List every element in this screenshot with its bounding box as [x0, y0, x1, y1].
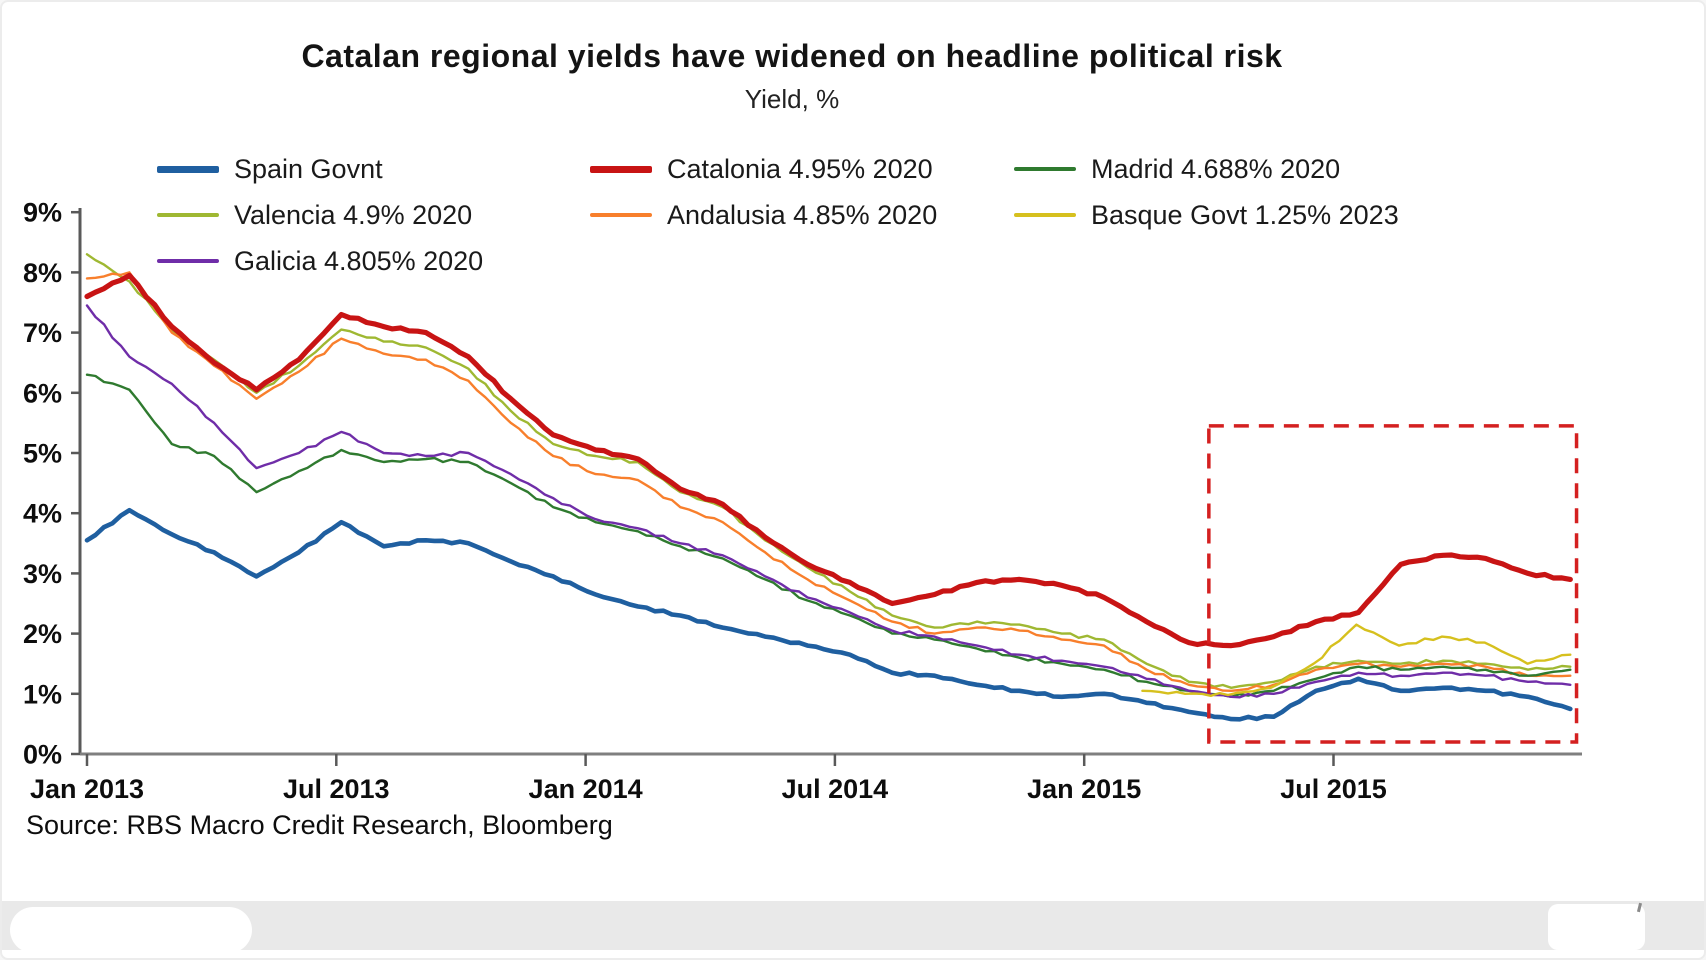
legend-label: Madrid 4.688% 2020: [1091, 153, 1341, 184]
legend-label: Valencia 4.9% 2020: [234, 199, 473, 230]
legend-swatch-madrid-4-688-2020: [1014, 167, 1076, 171]
x-axis-tick-label: Jan 2013: [30, 774, 144, 804]
legend-item-madrid-4-688-2020: Madrid 4.688% 2020: [1014, 152, 1340, 186]
legend: Spain Govnt Catalonia 4.95% 2020 Madrid 4.…: [2, 2, 1704, 302]
y-axis-tick-label: 4%: [23, 499, 62, 529]
legend-swatch-catalonia-4-95-2020: [590, 165, 652, 173]
footer-scrollbar-track: [2, 901, 1704, 950]
y-axis-tick-label: 5%: [23, 438, 62, 468]
x-axis-tick-label: Jul 2013: [283, 774, 390, 804]
x-axis-tick-label: Jul 2014: [782, 774, 889, 804]
legend-item-basque-govt-1-25-2023: Basque Govt 1.25% 2023: [1014, 198, 1399, 232]
legend-item-catalonia-4-95-2020: Catalonia 4.95% 2020: [590, 152, 933, 186]
legend-swatch-spain-govnt: [157, 165, 219, 173]
legend-item-galicia-4-805-2020: Galicia 4.805% 2020: [157, 244, 483, 278]
y-axis-tick-label: 9%: [23, 198, 62, 228]
y-axis-tick-label: 2%: [23, 619, 62, 649]
legend-label: Andalusia 4.85% 2020: [667, 199, 938, 230]
legend-swatch-basque-govt-1-25-2023: [1014, 213, 1076, 217]
y-axis-tick-label: 0%: [23, 739, 62, 769]
legend-swatch-valencia-4-9-2020: [157, 213, 219, 217]
scrollbar-thumb-left[interactable]: [10, 907, 252, 953]
scrollbar-thumb-right[interactable]: [1548, 904, 1645, 950]
source-note: Source: RBS Macro Credit Research, Bloom…: [26, 810, 613, 840]
legend-item-andalusia-4-85-2020: Andalusia 4.85% 2020: [590, 198, 937, 232]
x-axis-tick-label: Jan 2015: [1027, 774, 1141, 804]
y-axis-tick-label: 1%: [23, 679, 62, 709]
series-line-catalonia-4-95-2020: [84, 272, 1573, 649]
series-line-valencia-4-9-2020: [85, 253, 1572, 689]
series-line-basque-govt-1-25-2023: [1141, 623, 1572, 697]
legend-swatch-galicia-4-805-2020: [157, 259, 219, 263]
legend-item-valencia-4-9-2020: Valencia 4.9% 2020: [157, 198, 472, 232]
legend-swatch-andalusia-4-85-2020: [590, 213, 652, 217]
legend-item-spain-govnt: Spain Govnt: [157, 152, 383, 186]
series-line-spain-govnt: [84, 507, 1573, 722]
y-axis-tick-label: 8%: [23, 258, 62, 288]
x-axis-tick-label: Jan 2014: [529, 774, 643, 804]
y-axis-tick-label: 7%: [23, 318, 62, 348]
legend-label: Spain Govnt: [234, 153, 383, 184]
chart-subtitle: Yield, %: [744, 84, 840, 114]
chart-title: Catalan regional yields have widened on …: [301, 38, 1283, 74]
legend-label: Basque Govt 1.25% 2023: [1091, 199, 1399, 230]
legend-label: Galicia 4.805% 2020: [234, 245, 484, 276]
x-axis-tick-label: Jul 2015: [1280, 774, 1387, 804]
y-axis-tick-label: 3%: [23, 559, 62, 589]
legend-label: Catalonia 4.95% 2020: [667, 153, 933, 184]
series-line-galicia-4-805-2020: [85, 304, 1572, 699]
highlight-box: [1207, 424, 1579, 744]
series-line-andalusia-4-85-2020: [85, 271, 1572, 692]
y-axis-tick-label: 6%: [23, 378, 62, 408]
series-line-madrid-4-688-2020: [85, 373, 1572, 698]
